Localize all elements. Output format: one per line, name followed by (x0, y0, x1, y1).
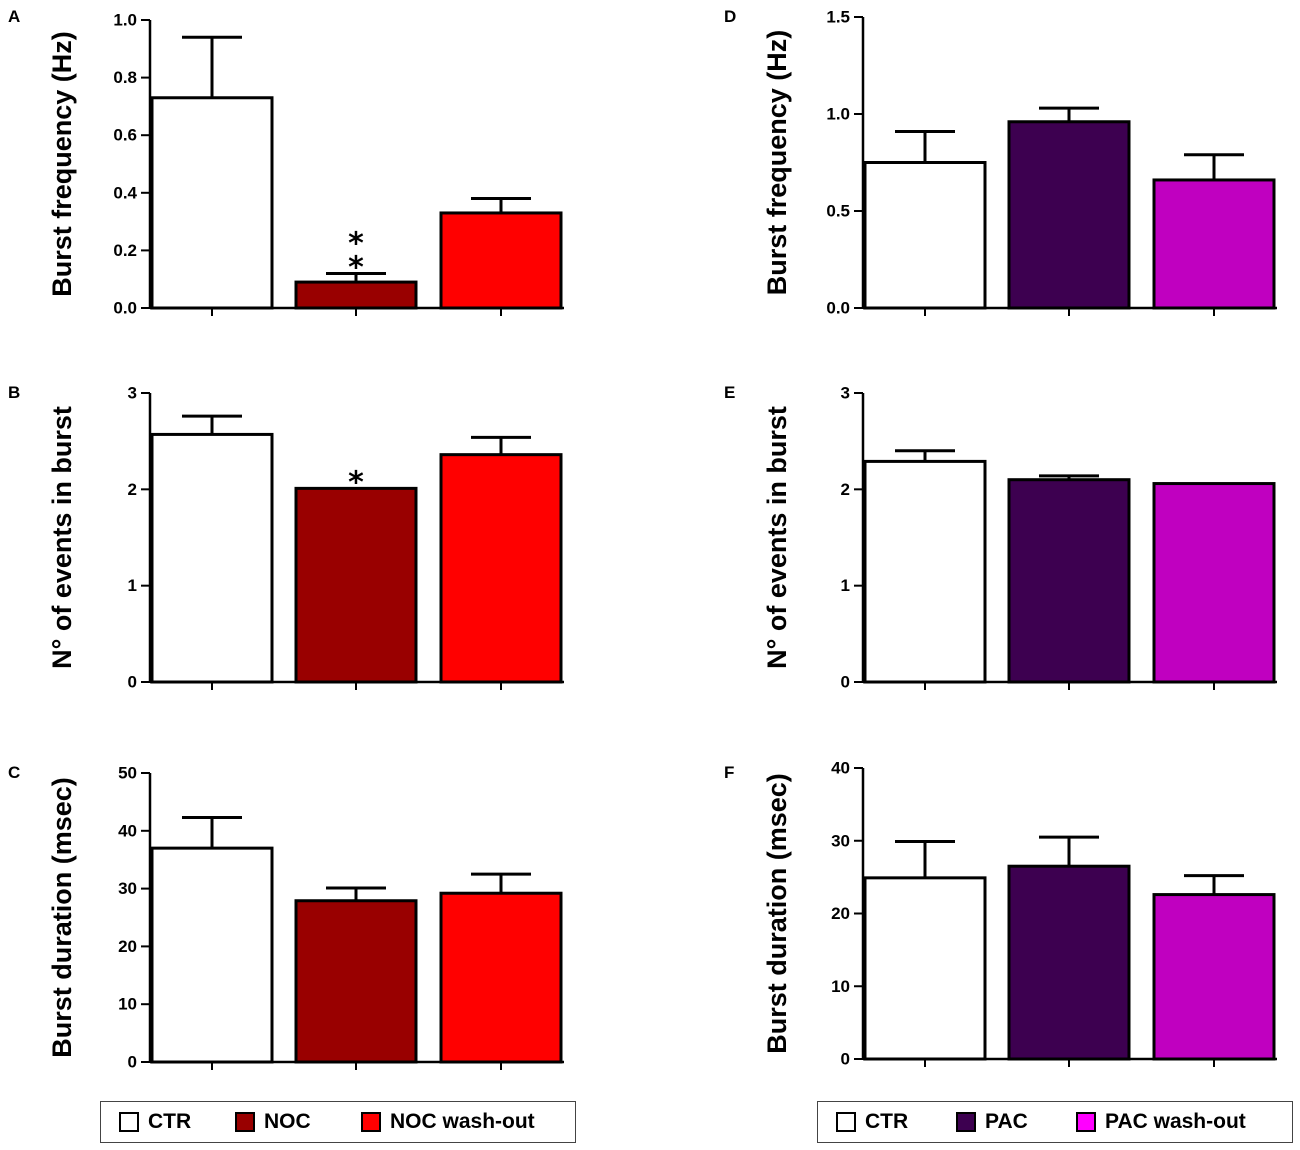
legend-item-pac-washout: PAC wash-out (1076, 1110, 1246, 1134)
bar-e-ctr (863, 459, 987, 684)
y-tick-label-a-4: 0.8 (113, 68, 137, 87)
y-tick-label-f-4: 40 (831, 759, 850, 778)
panel-letter-f: F (724, 763, 734, 782)
bar-a-noc (294, 280, 418, 310)
y-axis-label-a: Burst frequency (Hz) (47, 31, 77, 297)
legend-swatch-pac (956, 1112, 976, 1132)
bar-e-pac-wash-out (1152, 482, 1276, 684)
y-axis-label-e: N° of events in burst (762, 406, 792, 669)
y-tick-label-b-0: 0 (128, 673, 137, 692)
bar-b-ctr (150, 432, 274, 684)
y-tick-label-c-3: 30 (118, 879, 137, 898)
y-tick-label-e-1: 1 (841, 576, 850, 595)
y-tick-label-d-2: 1.0 (826, 105, 850, 124)
bar-c-ctr (150, 846, 274, 1064)
y-tick-label-f-0: 0 (841, 1050, 850, 1069)
y-tick-label-c-4: 40 (118, 821, 137, 840)
y-axis-label-d: Burst frequency (Hz) (762, 30, 792, 296)
bar-c-noc (294, 899, 418, 1064)
y-axis-label-c: Burst duration (msec) (47, 777, 77, 1058)
legend-item-noc: NOC (235, 1110, 311, 1134)
legend-label-pac-washout: PAC wash-out (1105, 1110, 1246, 1133)
panel-letter-b: B (8, 383, 20, 402)
significance-star-a-noc-2: * (348, 226, 364, 261)
legend-item-pac: PAC (956, 1110, 1028, 1134)
y-tick-label-e-0: 0 (841, 673, 850, 692)
bar-f-pac-wash-out (1152, 893, 1276, 1061)
legend-item-noc-washout: NOC wash-out (361, 1110, 535, 1134)
legend-label-pac: PAC (985, 1110, 1028, 1133)
y-tick-label-a-0: 0.0 (113, 299, 137, 318)
panel-letter-e: E (724, 383, 735, 402)
bar-a-noc-wash-out (439, 211, 563, 310)
legend-item-ctr: CTR (119, 1110, 191, 1134)
y-tick-label-f-2: 20 (831, 904, 850, 923)
y-axis-label-f: Burst duration (msec) (762, 773, 792, 1054)
y-tick-label-a-3: 0.6 (113, 126, 137, 145)
y-tick-label-a-2: 0.4 (113, 183, 137, 202)
y-tick-label-e-3: 3 (841, 384, 850, 403)
legend-swatch-pac-washout (1076, 1112, 1096, 1132)
legend-item-ctr-right: CTR (836, 1110, 908, 1134)
significance-star-b-noc: * (348, 465, 364, 500)
bar-b-noc (294, 486, 418, 684)
bar-f-pac (1007, 864, 1131, 1061)
y-tick-label-b-2: 2 (128, 480, 137, 499)
bar-d-pac (1007, 120, 1131, 310)
y-tick-label-c-1: 10 (118, 995, 137, 1014)
legend-label-ctr: CTR (148, 1110, 192, 1133)
bar-f-ctr (863, 876, 987, 1061)
significance-star-a-noc-1: * (348, 250, 364, 285)
y-tick-label-c-5: 50 (118, 764, 137, 783)
y-tick-label-c-2: 20 (118, 937, 137, 956)
legend-label-ctr-right: CTR (865, 1110, 909, 1133)
y-tick-label-a-1: 0.2 (113, 241, 137, 260)
bar-d-ctr (863, 161, 987, 310)
legend-label-noc-washout: NOC wash-out (390, 1110, 535, 1133)
y-tick-label-b-3: 3 (128, 384, 137, 403)
y-tick-label-f-1: 10 (831, 977, 850, 996)
bar-b-noc-wash-out (439, 453, 563, 684)
y-tick-label-c-0: 0 (128, 1053, 137, 1072)
legend-swatch-ctr-right (836, 1112, 856, 1132)
legend-swatch-ctr (119, 1112, 139, 1132)
bar-d-pac-wash-out (1152, 178, 1276, 310)
panel-letter-a: A (8, 7, 20, 26)
legend-label-noc: NOC (264, 1110, 311, 1133)
legend-swatch-noc (235, 1112, 255, 1132)
y-tick-label-a-5: 1.0 (113, 11, 137, 30)
y-tick-label-d-1: 0.5 (826, 202, 850, 221)
y-tick-label-f-3: 30 (831, 831, 850, 850)
bar-c-noc-wash-out (439, 891, 563, 1064)
y-tick-label-b-1: 1 (128, 576, 137, 595)
legend-left: CTR NOC NOC wash-out (100, 1101, 576, 1143)
legend-right: CTR PAC PAC wash-out (817, 1101, 1293, 1143)
y-axis-label-b: N° of events in burst (47, 406, 77, 669)
y-tick-label-e-2: 2 (841, 480, 850, 499)
y-tick-label-d-0: 0.0 (826, 299, 850, 318)
legend-swatch-noc-washout (361, 1112, 381, 1132)
panel-letter-c: C (8, 763, 20, 782)
y-tick-label-d-3: 1.5 (826, 8, 850, 27)
bar-e-pac (1007, 478, 1131, 684)
bar-a-ctr (150, 96, 274, 310)
panel-letter-d: D (724, 7, 736, 26)
